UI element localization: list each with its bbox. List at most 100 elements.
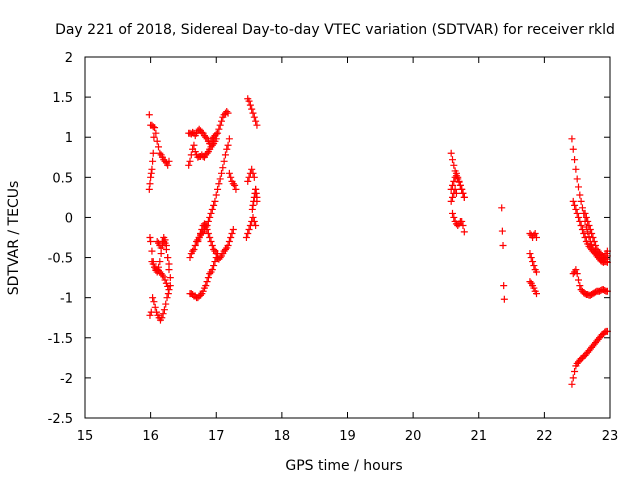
data-point bbox=[158, 271, 166, 279]
data-point bbox=[155, 143, 162, 151]
data-point bbox=[454, 173, 462, 181]
x-axis-label: GPS time / hours bbox=[285, 458, 402, 474]
data-point bbox=[185, 161, 193, 169]
data-point bbox=[227, 234, 235, 241]
data-point bbox=[573, 270, 581, 278]
data-point bbox=[588, 229, 596, 237]
data-point bbox=[210, 262, 218, 270]
data-point bbox=[203, 278, 211, 286]
data-point bbox=[249, 213, 257, 221]
y-tick-label: -2.5 bbox=[48, 412, 73, 427]
data-point bbox=[224, 242, 232, 250]
data-point bbox=[451, 185, 459, 193]
data-point bbox=[224, 141, 232, 149]
data-point bbox=[186, 157, 194, 165]
y-axis-label: SDTVAR / TECUs bbox=[6, 181, 22, 296]
data-point bbox=[189, 247, 197, 255]
data-point bbox=[248, 105, 256, 113]
x-tick-label: 19 bbox=[339, 429, 356, 444]
data-point bbox=[252, 185, 260, 193]
data-point bbox=[229, 225, 237, 233]
series-arc-k bbox=[194, 220, 237, 263]
data-point bbox=[586, 225, 594, 233]
data-point bbox=[450, 161, 458, 169]
data-point bbox=[584, 217, 592, 225]
data-point bbox=[212, 191, 220, 199]
data-point bbox=[449, 193, 456, 201]
data-point bbox=[250, 217, 258, 225]
data-point bbox=[569, 374, 577, 382]
data-point bbox=[160, 306, 168, 314]
data-point bbox=[202, 282, 210, 290]
data-point bbox=[253, 197, 261, 205]
data-point bbox=[215, 125, 223, 133]
data-point bbox=[460, 193, 468, 201]
data-point bbox=[148, 165, 156, 173]
data-point bbox=[197, 229, 204, 237]
data-point bbox=[229, 180, 237, 188]
data-point bbox=[162, 242, 170, 250]
data-point bbox=[204, 274, 212, 282]
data-point bbox=[212, 250, 220, 258]
x-tick-label: 17 bbox=[208, 429, 225, 444]
data-point bbox=[206, 213, 214, 221]
data-point bbox=[151, 124, 159, 132]
data-point bbox=[190, 246, 198, 254]
data-point bbox=[194, 238, 202, 246]
data-point bbox=[250, 173, 258, 181]
data-point bbox=[571, 156, 579, 164]
series-arc-v bbox=[526, 229, 540, 241]
data-point bbox=[533, 290, 540, 298]
data-point bbox=[531, 229, 539, 237]
series-arc-o bbox=[242, 213, 260, 241]
data-point bbox=[190, 141, 198, 149]
data-point bbox=[145, 185, 153, 193]
data-point bbox=[592, 242, 600, 250]
data-point bbox=[458, 217, 466, 225]
data-point bbox=[146, 234, 154, 241]
series-arc-l bbox=[214, 108, 240, 193]
data-point bbox=[581, 209, 589, 217]
data-point bbox=[500, 295, 508, 303]
data-point bbox=[572, 266, 580, 274]
data-point bbox=[164, 290, 172, 298]
y-tick-label: -1.5 bbox=[48, 332, 73, 347]
data-point bbox=[456, 181, 464, 189]
data-point bbox=[575, 183, 582, 191]
data-point bbox=[576, 217, 584, 225]
x-tick-label: 20 bbox=[405, 429, 422, 444]
y-tick-label: 1 bbox=[65, 131, 73, 146]
data-point bbox=[571, 201, 579, 209]
y-tick-label: -0.5 bbox=[48, 252, 73, 267]
data-point bbox=[224, 109, 232, 117]
data-point bbox=[147, 173, 155, 181]
data-point bbox=[449, 156, 456, 164]
series-arc-aa bbox=[569, 266, 611, 299]
data-point bbox=[208, 205, 216, 213]
data-point bbox=[498, 227, 506, 235]
data-point bbox=[212, 135, 220, 143]
series-arc-n bbox=[244, 165, 261, 201]
data-point bbox=[207, 209, 215, 217]
data-point bbox=[218, 169, 225, 177]
y-tick-label: 0 bbox=[65, 211, 73, 226]
data-point bbox=[533, 234, 540, 241]
data-point bbox=[165, 266, 173, 274]
data-point bbox=[186, 254, 194, 262]
data-point bbox=[589, 234, 597, 241]
data-point bbox=[164, 161, 172, 169]
data-point bbox=[581, 234, 589, 241]
data-point bbox=[452, 189, 460, 197]
data-point bbox=[585, 221, 593, 229]
data-point bbox=[447, 197, 455, 205]
data-point bbox=[216, 175, 224, 183]
data-point bbox=[207, 238, 215, 246]
data-point bbox=[580, 229, 588, 237]
data-point bbox=[210, 201, 218, 209]
data-point bbox=[569, 197, 577, 205]
data-point bbox=[150, 298, 158, 306]
data-point bbox=[153, 137, 161, 145]
data-point bbox=[158, 314, 166, 322]
data-point bbox=[202, 221, 210, 229]
data-point bbox=[530, 284, 538, 292]
